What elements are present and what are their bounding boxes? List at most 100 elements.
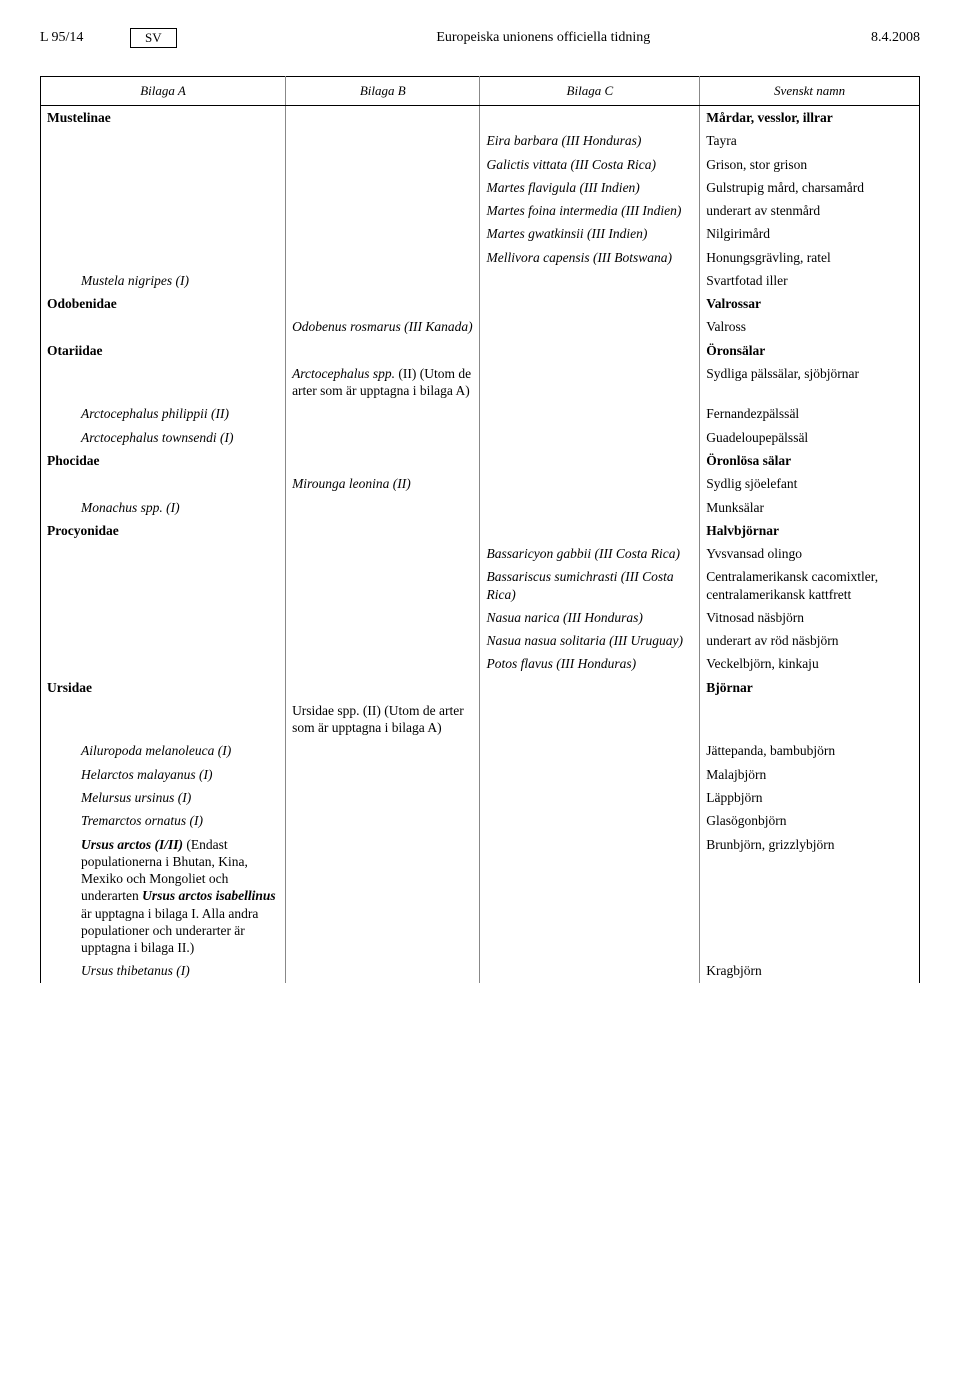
table-row: Monachus spp. (I) Munksälar bbox=[41, 496, 920, 519]
family-sv: Mårdar, vesslor, illrar bbox=[700, 106, 920, 130]
species-a-bold2: Ursus arctos isabellinus bbox=[142, 888, 276, 903]
species-d: Honungsgrävling, ratel bbox=[700, 246, 920, 269]
species-a: Helarctos malayanus (I) bbox=[41, 763, 286, 786]
species-d: Munksälar bbox=[700, 496, 920, 519]
page-header: L 95/14 SV Europeiska unionens officiell… bbox=[40, 28, 920, 48]
species-a: Melursus ursinus (I) bbox=[41, 786, 286, 809]
table-row: Potos flavus (III Honduras) Veckelbjörn,… bbox=[41, 652, 920, 675]
species-d: Vitnosad näsbjörn bbox=[700, 606, 920, 629]
table-row: Mustela nigripes (I) Svartfotad iller bbox=[41, 269, 920, 292]
family-sv: Öronlösa sälar bbox=[700, 449, 920, 472]
table-row: Ursus thibetanus (I) Kragbjörn bbox=[41, 959, 920, 982]
table-row: Arctocephalus spp. (II) (Utom de arter s… bbox=[41, 362, 920, 403]
table-row: Odobenidae Valrossar bbox=[41, 292, 920, 315]
species-b-italic: Arctocephalus spp. bbox=[292, 366, 398, 381]
table-row: Martes foina intermedia (III Indien) und… bbox=[41, 199, 920, 222]
table-row: Odobenus rosmarus (III Kanada) Valross bbox=[41, 315, 920, 338]
species-d: Läppbjörn bbox=[700, 786, 920, 809]
species-d: Yvsvansad olingo bbox=[700, 542, 920, 565]
species-a: Ailuropoda melanoleuca (I) bbox=[41, 739, 286, 762]
family-name: Otariidae bbox=[41, 339, 286, 362]
species-d: Malajbjörn bbox=[700, 763, 920, 786]
table-row: Ursidae Björnar bbox=[41, 676, 920, 699]
family-sv: Halvbjörnar bbox=[700, 519, 920, 542]
family-sv: Valrossar bbox=[700, 292, 920, 315]
species-c: Potos flavus (III Honduras) bbox=[480, 652, 700, 675]
species-b: Ursidae spp. (II) (Utom de arter som är … bbox=[286, 699, 480, 740]
col-header-d: Svenskt namn bbox=[700, 77, 920, 106]
table-row: Arctocephalus philippii (II) Fernandezpä… bbox=[41, 402, 920, 425]
family-sv: Björnar bbox=[700, 676, 920, 699]
family-name: Phocidae bbox=[41, 449, 286, 472]
table-row: Ursidae spp. (II) (Utom de arter som är … bbox=[41, 699, 920, 740]
col-header-a: Bilaga A bbox=[41, 77, 286, 106]
table-row: Mustelinae Mårdar, vesslor, illrar bbox=[41, 106, 920, 130]
document-page: L 95/14 SV Europeiska unionens officiell… bbox=[0, 0, 960, 1023]
table-row: Otariidae Öronsälar bbox=[41, 339, 920, 362]
species-c: Bassaricyon gabbii (III Costa Rica) bbox=[480, 542, 700, 565]
family-name: Procyonidae bbox=[41, 519, 286, 542]
species-d: Nilgirimård bbox=[700, 222, 920, 245]
species-a: Ursus arctos (I/II) (Endast populationer… bbox=[41, 833, 286, 960]
table-row: Galictis vittata (III Costa Rica) Grison… bbox=[41, 153, 920, 176]
species-d: Grison, stor grison bbox=[700, 153, 920, 176]
family-name: Ursidae bbox=[41, 676, 286, 699]
table-row: Nasua nasua solitaria (III Uruguay) unde… bbox=[41, 629, 920, 652]
table-row: Martes gwatkinsii (III Indien) Nilgirimå… bbox=[41, 222, 920, 245]
species-c: Martes foina intermedia (III Indien) bbox=[480, 199, 700, 222]
species-d: Valross bbox=[700, 315, 920, 338]
species-a-bold: Ursus arctos (I/II) bbox=[81, 837, 183, 852]
col-header-b: Bilaga B bbox=[286, 77, 480, 106]
species-d: Jättepanda, bambubjörn bbox=[700, 739, 920, 762]
species-a: Arctocephalus philippii (II) bbox=[41, 402, 286, 425]
header-lang-box: SV bbox=[130, 28, 177, 48]
table-row: Bassariscus sumichrasti (III Costa Rica)… bbox=[41, 565, 920, 606]
species-d: Centralamerikansk cacomixtler, centralam… bbox=[700, 565, 920, 606]
species-a: Arctocephalus townsendi (I) bbox=[41, 426, 286, 449]
table-row: Phocidae Öronlösa sälar bbox=[41, 449, 920, 472]
table-row: Melursus ursinus (I) Läppbjörn bbox=[41, 786, 920, 809]
species-a: Mustela nigripes (I) bbox=[41, 269, 286, 292]
species-d: Veckelbjörn, kinkaju bbox=[700, 652, 920, 675]
species-c: Bassariscus sumichrasti (III Costa Rica) bbox=[480, 565, 700, 606]
species-d: underart av stenmård bbox=[700, 199, 920, 222]
table-row: Martes flavigula (III Indien) Gulstrupig… bbox=[41, 176, 920, 199]
species-c: Nasua nasua solitaria (III Uruguay) bbox=[480, 629, 700, 652]
species-a: Tremarctos ornatus (I) bbox=[41, 809, 286, 832]
species-d: Glasögonbjörn bbox=[700, 809, 920, 832]
species-c: Nasua narica (III Honduras) bbox=[480, 606, 700, 629]
header-page-number: L 95/14 bbox=[40, 30, 130, 46]
table-row: Tremarctos ornatus (I) Glasögonbjörn bbox=[41, 809, 920, 832]
table-row: Mellivora capensis (III Botswana) Honung… bbox=[41, 246, 920, 269]
species-d: Fernandezpälssäl bbox=[700, 402, 920, 425]
species-c: Mellivora capensis (III Botswana) bbox=[480, 246, 700, 269]
species-d: Sydlig sjöelefant bbox=[700, 472, 920, 495]
species-d: Guadeloupepälssäl bbox=[700, 426, 920, 449]
table-row: Arctocephalus townsendi (I) Guadeloupepä… bbox=[41, 426, 920, 449]
species-b: Mirounga leonina (II) bbox=[286, 472, 480, 495]
table-row: Nasua narica (III Honduras) Vitnosad näs… bbox=[41, 606, 920, 629]
species-a: Ursus thibetanus (I) bbox=[41, 959, 286, 982]
header-journal-title: Europeiska unionens officiella tidning bbox=[257, 30, 830, 46]
species-d: Brunbjörn, grizzlybjörn bbox=[700, 833, 920, 960]
table-row: Eira barbara (III Honduras) Tayra bbox=[41, 129, 920, 152]
species-d: Kragbjörn bbox=[700, 959, 920, 982]
family-name: Mustelinae bbox=[41, 106, 286, 130]
species-b: Arctocephalus spp. (II) (Utom de arter s… bbox=[286, 362, 480, 403]
species-c: Eira barbara (III Honduras) bbox=[480, 129, 700, 152]
species-c: Martes flavigula (III Indien) bbox=[480, 176, 700, 199]
species-d: Gulstrupig mård, charsamård bbox=[700, 176, 920, 199]
species-d: Svartfotad iller bbox=[700, 269, 920, 292]
species-a: Monachus spp. (I) bbox=[41, 496, 286, 519]
table-header-row: Bilaga A Bilaga B Bilaga C Svenskt namn bbox=[41, 77, 920, 106]
species-d: Tayra bbox=[700, 129, 920, 152]
table-row: Ursus arctos (I/II) (Endast populationer… bbox=[41, 833, 920, 960]
family-sv: Öronsälar bbox=[700, 339, 920, 362]
table-row: Mirounga leonina (II) Sydlig sjöelefant bbox=[41, 472, 920, 495]
species-d: underart av röd näsbjörn bbox=[700, 629, 920, 652]
species-b: Odobenus rosmarus (III Kanada) bbox=[286, 315, 480, 338]
family-name: Odobenidae bbox=[41, 292, 286, 315]
species-c: Martes gwatkinsii (III Indien) bbox=[480, 222, 700, 245]
species-d: Sydliga pälssälar, sjöbjörnar bbox=[700, 362, 920, 403]
table-row: Ailuropoda melanoleuca (I) Jättepanda, b… bbox=[41, 739, 920, 762]
